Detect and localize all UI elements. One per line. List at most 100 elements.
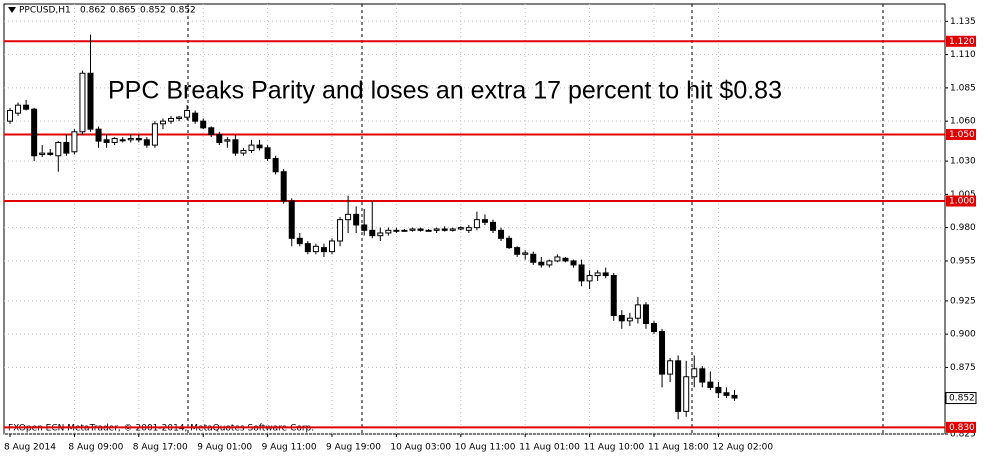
candle-body: [651, 323, 657, 332]
candle-body: [7, 110, 13, 122]
y-tick-label: 0.955: [950, 256, 976, 266]
y-tick-label: 1.135: [950, 17, 976, 27]
candle-body: [441, 228, 448, 231]
y-tick-label: 1.085: [950, 83, 976, 93]
header-value: 0.852: [140, 6, 166, 16]
candle-body: [208, 127, 215, 135]
level-label: 1.000: [949, 197, 975, 207]
candle-body: [385, 229, 392, 234]
level-label-box: [946, 128, 976, 140]
candle-body: [602, 272, 609, 277]
candle-body: [377, 232, 384, 237]
candle-body: [288, 200, 295, 239]
candle-body: [530, 253, 537, 263]
candle-body: [280, 171, 287, 202]
candle-body: [369, 229, 376, 237]
x-tick-label: 11 Aug 01:00: [519, 443, 580, 453]
level-label: 0.830: [949, 423, 975, 433]
candle-body: [659, 330, 666, 375]
candle-body: [31, 108, 38, 157]
x-tick-label: 10 Aug 11:00: [455, 443, 516, 453]
candle-body: [353, 213, 360, 226]
candle-body: [79, 72, 86, 133]
candle-body: [522, 252, 529, 255]
candle-body: [200, 120, 207, 129]
candle-body: [55, 141, 62, 157]
candle-body: [119, 139, 126, 142]
plot-frame: [3, 3, 946, 435]
candle-body: [626, 317, 633, 322]
candle-body: [63, 141, 70, 154]
candle-body: [578, 264, 585, 282]
candle-body: [135, 137, 142, 141]
x-tick-label: 12 Aug 02:00: [712, 443, 773, 453]
annotation: PPC Breaks Parity and loses an extra 17 …: [108, 77, 782, 105]
level-label-box: [946, 421, 976, 433]
y-tick-label: 1.060: [950, 117, 976, 127]
candle-body: [481, 219, 488, 223]
candle-body: [176, 116, 183, 119]
candle-body: [361, 224, 368, 231]
candle-body: [111, 137, 118, 143]
candle-body: [143, 139, 150, 146]
candle-body: [23, 104, 30, 110]
candle-body: [345, 213, 352, 221]
candle-body: [594, 272, 601, 277]
candle-body: [248, 144, 255, 151]
price-box: [945, 392, 977, 405]
candle-body: [409, 228, 416, 231]
candle-body: [683, 376, 690, 412]
candle-body: [127, 137, 134, 141]
candle-body: [490, 221, 496, 231]
candle-body: [87, 72, 94, 130]
candle-body: [272, 157, 279, 173]
candle-body: [95, 128, 102, 142]
candle-body: [554, 256, 561, 262]
candle-body: [731, 394, 738, 399]
x-tick-label: 8 Aug 17:00: [133, 443, 188, 453]
candle-body: [312, 245, 319, 253]
candle-body: [224, 139, 231, 142]
candle-body: [240, 149, 247, 154]
candle-body: [570, 260, 577, 266]
candle-body: [401, 229, 408, 232]
candle-body: [433, 228, 440, 231]
candle-body: [715, 386, 722, 394]
candle-body: [642, 304, 649, 325]
header-value: 0.852: [170, 6, 196, 16]
level-label: 1.050: [949, 130, 975, 140]
header-value: 0.865: [110, 6, 136, 16]
candle-body: [610, 275, 617, 317]
x-tick-label: 9 Aug 11:00: [262, 443, 317, 453]
level-label: 1.120: [949, 37, 975, 47]
candle-body: [667, 360, 674, 375]
candle-body: [707, 381, 714, 388]
candle-body: [417, 228, 424, 231]
symbol: PPCUSD,H1: [19, 6, 71, 16]
candle-body: [691, 368, 698, 378]
candle-body: [337, 219, 344, 242]
candle-body: [675, 360, 682, 412]
candle-body: [304, 243, 311, 253]
candle-body: [71, 131, 78, 153]
candle-body: [39, 152, 46, 155]
footer: FXOpen ECN MetaTrader, © 2001-2014, Meta…: [8, 424, 314, 434]
candle-body: [320, 247, 327, 253]
candle-body: [393, 229, 400, 232]
x-tick-label: 11 Aug 18:00: [648, 443, 709, 453]
y-tick-label: 0.980: [950, 223, 976, 233]
x-tick-label: 9 Aug 01:00: [197, 443, 252, 453]
candle-body: [473, 219, 480, 229]
level-label-box: [946, 195, 976, 207]
candle-body: [103, 139, 110, 143]
candle-body: [506, 237, 513, 249]
header-value: 0.862: [80, 6, 106, 16]
candle-body: [151, 123, 158, 146]
candle-body: [47, 152, 54, 155]
x-tick-label: 8 Aug 09:00: [68, 443, 123, 453]
x-tick-label: 9 Aug 19:00: [326, 443, 381, 453]
price-label: 0.852: [949, 394, 975, 404]
y-tick-label: 0.875: [950, 363, 976, 373]
